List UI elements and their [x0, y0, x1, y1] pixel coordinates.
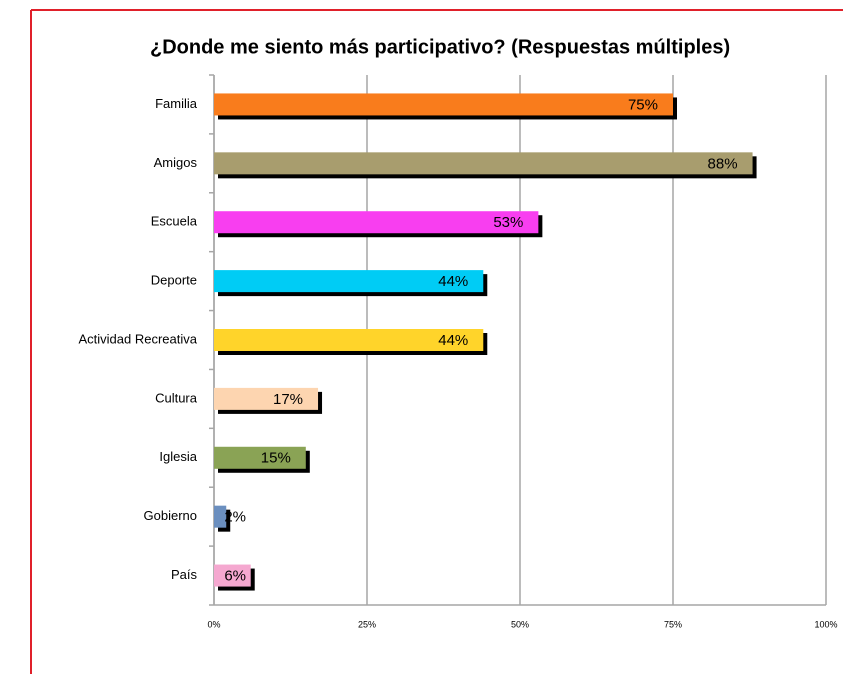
data-label: 75% — [628, 96, 658, 113]
y-tick-label: Amigos — [154, 155, 198, 170]
bar — [214, 446, 306, 469]
x-tick-label: 50% — [511, 619, 529, 629]
chart-title: ¿Donde me siento más participativo? (Res… — [150, 36, 730, 58]
y-tick-label: País — [171, 567, 198, 582]
bar — [214, 270, 484, 293]
bar — [214, 564, 251, 587]
bar — [214, 211, 539, 234]
bar — [214, 93, 673, 116]
x-tick-label: 0% — [207, 619, 220, 629]
data-label: 2% — [224, 509, 246, 526]
data-label: 44% — [438, 273, 468, 290]
data-label: 17% — [273, 391, 303, 408]
y-tick-label: Actividad Recreativa — [79, 331, 198, 346]
y-tick-label: Escuela — [151, 214, 198, 229]
y-tick-label: Iglesia — [159, 449, 197, 464]
bar — [214, 505, 227, 528]
y-tick-label: Gobierno — [144, 508, 197, 523]
x-tick-label: 100% — [814, 619, 837, 629]
bar — [214, 329, 484, 351]
y-tick-label: Cultura — [155, 390, 198, 405]
y-tick-label: Deporte — [151, 273, 197, 288]
data-label: 15% — [261, 450, 291, 467]
bar — [214, 387, 319, 410]
data-label: 6% — [224, 568, 246, 585]
data-label: 53% — [493, 214, 523, 231]
data-label: 88% — [708, 155, 738, 172]
x-tick-label: 25% — [358, 619, 376, 629]
y-tick-label: Familia — [155, 96, 198, 111]
data-label: 44% — [438, 332, 468, 349]
bar — [214, 152, 753, 175]
x-tick-label: 75% — [664, 619, 682, 629]
